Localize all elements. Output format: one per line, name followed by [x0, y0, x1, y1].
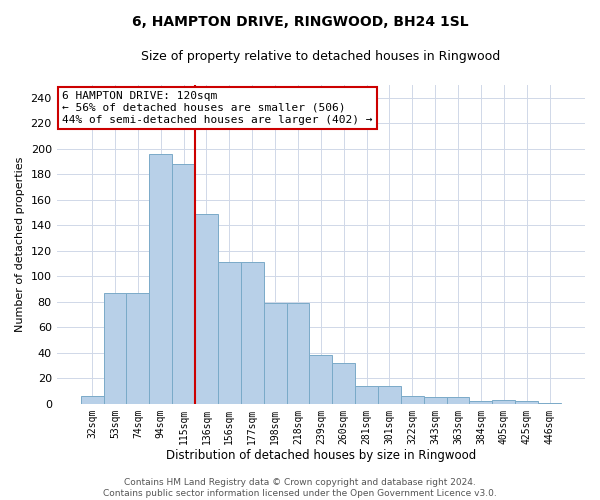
Bar: [493, 400, 515, 404]
Bar: [195, 214, 218, 404]
Bar: [80, 396, 104, 404]
Bar: [263, 303, 287, 404]
Text: 6 HAMPTON DRIVE: 120sqm
← 56% of detached houses are smaller (506)
44% of semi-d: 6 HAMPTON DRIVE: 120sqm ← 56% of detache…: [62, 92, 373, 124]
Title: Size of property relative to detached houses in Ringwood: Size of property relative to detached ho…: [141, 50, 500, 63]
Bar: [218, 262, 241, 404]
Bar: [332, 363, 355, 404]
Bar: [378, 386, 401, 404]
Bar: [515, 402, 538, 404]
Y-axis label: Number of detached properties: Number of detached properties: [15, 156, 25, 332]
Bar: [401, 396, 424, 404]
Bar: [127, 293, 149, 404]
Bar: [446, 398, 469, 404]
Bar: [104, 293, 127, 404]
Bar: [424, 398, 446, 404]
Bar: [469, 402, 493, 404]
Bar: [149, 154, 172, 404]
Text: Contains HM Land Registry data © Crown copyright and database right 2024.
Contai: Contains HM Land Registry data © Crown c…: [103, 478, 497, 498]
Bar: [241, 262, 263, 404]
Bar: [172, 164, 195, 404]
Bar: [538, 402, 561, 404]
X-axis label: Distribution of detached houses by size in Ringwood: Distribution of detached houses by size …: [166, 450, 476, 462]
Text: 6, HAMPTON DRIVE, RINGWOOD, BH24 1SL: 6, HAMPTON DRIVE, RINGWOOD, BH24 1SL: [131, 15, 469, 29]
Bar: [287, 303, 310, 404]
Bar: [355, 386, 378, 404]
Bar: [310, 356, 332, 404]
